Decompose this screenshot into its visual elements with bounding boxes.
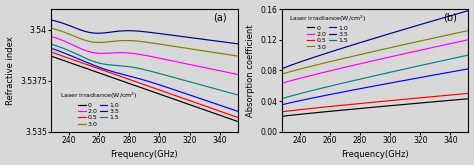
X-axis label: Frequency(GHz): Frequency(GHz) — [110, 150, 178, 159]
Y-axis label: Absorption coefficient: Absorption coefficient — [246, 24, 255, 117]
Y-axis label: Refractive index: Refractive index — [6, 36, 15, 105]
Text: (a): (a) — [213, 13, 227, 23]
X-axis label: Frequency(GHz): Frequency(GHz) — [341, 150, 409, 159]
Text: (b): (b) — [443, 13, 457, 23]
Legend: 0, 2.0, 0.5, 3.0, 1.0, 3.5, 1.5: 0, 2.0, 0.5, 3.0, 1.0, 3.5, 1.5 — [58, 89, 139, 129]
Legend: 0, 2.0, 0.5, 3.0, 1.0, 3.5, 1.5: 0, 2.0, 0.5, 3.0, 1.0, 3.5, 1.5 — [287, 12, 368, 51]
